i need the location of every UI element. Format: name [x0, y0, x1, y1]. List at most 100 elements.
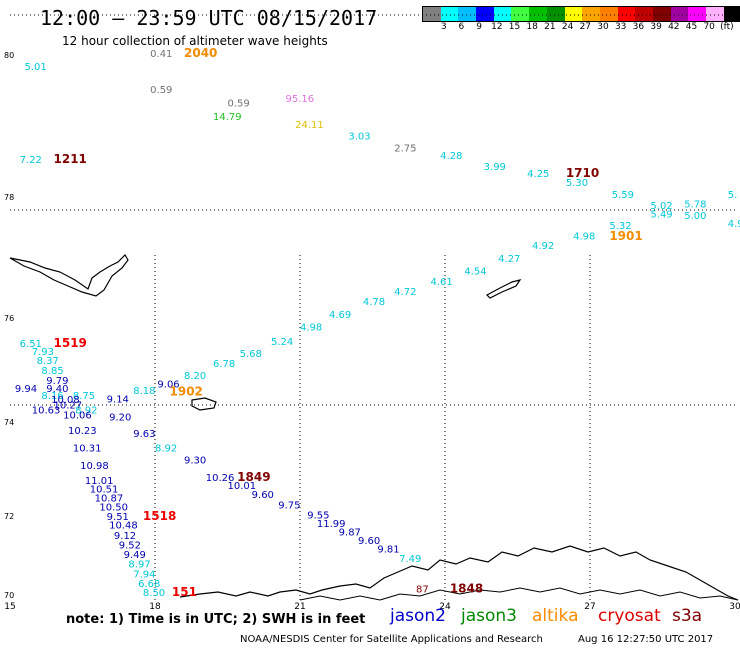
- units-note: note: 1) Time is in UTC; 2) SWH is in fe…: [66, 612, 366, 627]
- colorbar-label: 18: [526, 22, 538, 32]
- wave-height-label: 8.16: [41, 391, 63, 402]
- wave-height-label: 9.49: [124, 550, 146, 561]
- page-subtitle: 12 hour collection of altimeter wave hei…: [62, 34, 328, 48]
- wave-height-label: 7.93: [32, 347, 54, 358]
- wave-height-label: 9.63: [133, 429, 155, 440]
- wave-height-label: 9.12: [114, 531, 136, 542]
- colorbar-label: 6: [458, 22, 465, 32]
- wave-height-label: 10.50: [99, 503, 128, 514]
- wave-height-label: 4.27: [498, 254, 520, 265]
- lon-tick-label: 30: [729, 602, 740, 612]
- wave-height-label: 9.51: [107, 512, 129, 523]
- pass-time-label: 1211: [54, 152, 87, 166]
- colorbar-swatch: [688, 7, 706, 21]
- wave-height-label: 10.98: [80, 461, 109, 472]
- svalbard-coast: [9, 254, 129, 297]
- pass-time-label: 151: [172, 585, 197, 599]
- wave-height-label: 8.18: [133, 386, 155, 397]
- colorbar-label: 24: [561, 22, 574, 32]
- lon-tick-label: 27: [584, 602, 595, 612]
- colorbar-swatch: [529, 7, 547, 21]
- wave-height-label: 5.68: [240, 349, 262, 360]
- lon-tick-label: 18: [149, 602, 161, 612]
- timestamp-text: Aug 16 12:27:50 UTC 2017: [578, 634, 714, 645]
- wave-height-label: 9.87: [339, 527, 361, 538]
- map-grid: [10, 14, 735, 600]
- wave-height-label: 8.92: [155, 444, 177, 455]
- wave-height-label: 10.87: [95, 493, 124, 504]
- wave-height-label: 10.01: [228, 481, 257, 492]
- wave-height-label: 9.75: [278, 500, 300, 511]
- wave-height-label: 9.20: [109, 413, 131, 424]
- wave-height-label: 4.92: [532, 241, 554, 252]
- wave-height-label: 10.23: [68, 426, 97, 437]
- colorbar-swatch: [511, 7, 530, 21]
- wave-height-label: 10.26: [206, 473, 235, 484]
- colorbar-swatch: [423, 7, 441, 21]
- wave-height-label: 9.79: [46, 376, 68, 387]
- pass-time-label: 1519: [54, 336, 87, 350]
- wave-height-label: 5.30: [566, 178, 588, 189]
- colorbar-label: 42: [668, 22, 680, 32]
- credit-text: NOAA/NESDIS Center for Satellite Applica…: [240, 634, 543, 645]
- wave-height-label: 14.79: [213, 112, 242, 123]
- colorbar-label: 12: [491, 22, 503, 32]
- wave-height-label: 4.54: [464, 266, 486, 277]
- wave-height-label: 8.97: [128, 559, 150, 570]
- wave-height-label: 5.: [728, 190, 738, 201]
- pass-time-label: 1710: [566, 166, 599, 180]
- pass-time-label: 1518: [143, 509, 176, 523]
- colorbar-swatch: [546, 7, 565, 21]
- wave-height-label: 4.25: [527, 169, 549, 180]
- pass-time-label: 1902: [170, 384, 203, 398]
- colorbar-swatch: [582, 7, 600, 21]
- wave-height-label: 0.59: [150, 85, 172, 96]
- wave-height-label: 4.61: [431, 277, 453, 288]
- wave-height-label: 10.63: [32, 406, 61, 417]
- wave-height-label: 8.92: [75, 406, 97, 417]
- colorbar-swatch: [635, 7, 653, 21]
- wave-height-label: 5.01: [25, 62, 47, 73]
- lon-tick-label: 21: [294, 602, 305, 612]
- wave-height-label: 4.69: [329, 310, 351, 321]
- wave-height-label: 11.99: [317, 519, 346, 530]
- colorbar-label: 39: [650, 22, 662, 32]
- colorbar-label: 45: [685, 22, 698, 32]
- wave-height-label: 5.02: [650, 201, 672, 212]
- wave-height-label: 95.16: [286, 94, 315, 105]
- colorbar-label: 27: [579, 22, 592, 32]
- norway-fjords: [299, 587, 739, 601]
- colorbar-swatch: [458, 7, 477, 21]
- wave-height-label: 87: [416, 584, 429, 595]
- wave-height-label: 5.78: [684, 199, 706, 210]
- lat-tick-label: 78: [4, 193, 14, 202]
- wave-height-label: 9.81: [377, 545, 399, 556]
- wave-height-label: 3.03: [348, 132, 370, 143]
- wave-height-label: 5.32: [609, 221, 631, 232]
- bear-island: [191, 397, 217, 411]
- wave-height-label: 9.60: [358, 536, 380, 547]
- lon-tick-label: 24: [439, 602, 451, 612]
- wave-height-label: 4.9: [728, 219, 740, 230]
- colorbar-label: 30: [597, 22, 609, 32]
- wave-height-label: 5.00: [684, 211, 706, 222]
- colorbar-swatch: [652, 7, 671, 21]
- wave-height-label: 4.78: [363, 297, 385, 308]
- colorbar-swatch: [564, 7, 583, 21]
- colorbar-label: (ft): [720, 22, 734, 32]
- wave-height-label: 8.20: [184, 371, 206, 382]
- colorbar-swatch: [476, 7, 494, 21]
- satellite-legend-cryosat: cryosat: [598, 606, 661, 626]
- observation-labels: 5.01 0.41 2040 0.59 0.59 14.79 95.16 24.11 3.03 2…: [15, 46, 740, 599]
- wave-height-label: 9.40: [46, 384, 68, 395]
- wave-height-label: 9.30: [184, 455, 206, 466]
- colorbar-label: 3: [440, 22, 447, 32]
- wave-height-label: 4.28: [440, 151, 462, 162]
- wave-height-label: 11.01: [85, 476, 114, 487]
- wave-height-label: 6.51: [20, 339, 42, 350]
- hopen-island: [486, 279, 522, 299]
- wave-height-label: 3.99: [484, 162, 506, 173]
- colorbar-labels: 3 6 9 12 15 18 21 24 27 30 33 36 39 42 45 70 (ft): [422, 22, 740, 34]
